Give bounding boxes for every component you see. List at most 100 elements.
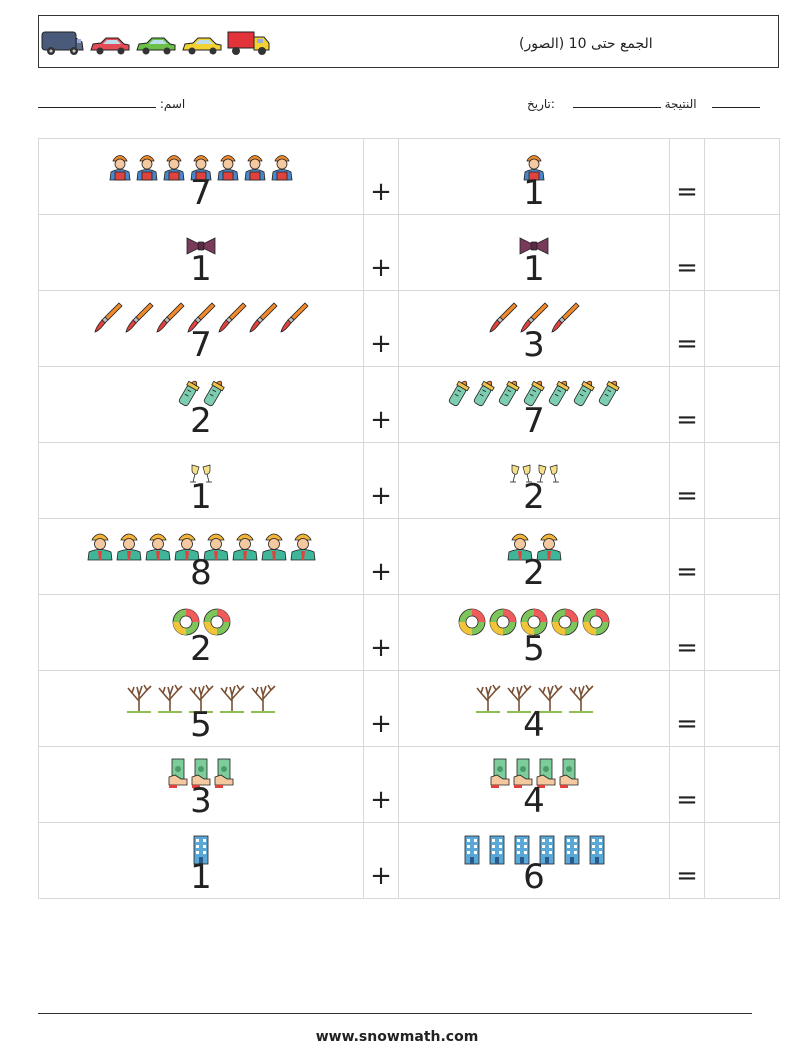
second-addend-cell: 6	[398, 822, 670, 899]
equals-cell: =	[669, 670, 705, 747]
answer-cell[interactable]	[704, 822, 780, 899]
equals-cell: =	[669, 442, 705, 519]
problem-row: 2 +5 =	[38, 594, 780, 671]
bare-tree-icon	[217, 681, 247, 713]
problem-row: 7 +3 =	[38, 290, 780, 367]
building-icon	[485, 833, 509, 865]
icon-group	[39, 831, 363, 865]
answer-cell[interactable]	[704, 746, 780, 823]
paintbrush-icon	[488, 301, 518, 333]
vehicle-strip	[41, 26, 271, 56]
equals-cell: =	[669, 290, 705, 367]
answer-cell[interactable]	[704, 290, 780, 367]
second-addend-cell: 4	[398, 746, 670, 823]
addend-number: 2	[190, 401, 212, 441]
worker-red-icon	[242, 151, 268, 181]
equals-cell-sign: =	[676, 861, 698, 891]
icon-group	[399, 299, 669, 333]
icon-group	[39, 603, 363, 637]
worker-teal-icon	[506, 529, 534, 561]
answer-cell[interactable]	[704, 366, 780, 443]
equals-cell-sign: =	[676, 253, 698, 283]
red-truck-icon	[227, 31, 270, 55]
date-label: :تاريخ	[527, 97, 555, 111]
plus-cell-sign: +	[370, 633, 392, 663]
addend-number: 2	[523, 477, 545, 517]
plus-cell-sign: +	[370, 785, 392, 815]
footer-divider	[38, 1013, 752, 1014]
plus-cell: +	[363, 138, 399, 215]
problem-row: 3 +4 =	[38, 746, 780, 823]
baby-bottle-icon	[472, 377, 496, 409]
equals-cell-sign: =	[676, 329, 698, 359]
bare-tree-icon	[504, 681, 534, 713]
plus-cell-sign: +	[370, 253, 392, 283]
first-addend-cell: 7	[38, 290, 364, 367]
worker-teal-icon	[86, 529, 114, 561]
equals-cell: =	[669, 822, 705, 899]
first-addend-cell: 3	[38, 746, 364, 823]
date-blank[interactable]	[712, 96, 761, 108]
worker-red-icon	[134, 151, 160, 181]
equals-cell-sign: =	[676, 481, 698, 511]
lifebuoy-icon	[457, 607, 487, 637]
worker-teal-icon	[535, 529, 563, 561]
worker-red-icon	[269, 151, 295, 181]
icon-group	[399, 603, 669, 637]
paintbrush-icon	[124, 301, 154, 333]
money-hand-icon	[167, 757, 189, 789]
plus-cell-sign: +	[370, 557, 392, 587]
building-icon	[585, 833, 609, 865]
second-addend-cell: 2	[398, 518, 670, 595]
worker-red-icon	[107, 151, 133, 181]
champagne-toast-icon	[535, 463, 561, 485]
baby-bottle-icon	[572, 377, 596, 409]
baby-bottle-icon	[597, 377, 621, 409]
building-icon	[460, 833, 484, 865]
plus-cell: +	[363, 290, 399, 367]
paintbrush-icon	[155, 301, 185, 333]
lifebuoy-icon	[171, 607, 201, 637]
answer-cell[interactable]	[704, 518, 780, 595]
answer-cell[interactable]	[704, 442, 780, 519]
building-icon	[560, 833, 584, 865]
icon-group	[39, 451, 363, 485]
plus-cell: +	[363, 442, 399, 519]
name-label: :اسم	[159, 97, 186, 111]
plus-cell: +	[363, 366, 399, 443]
equals-cell-sign: =	[676, 633, 698, 663]
plus-cell-sign: +	[370, 405, 392, 435]
worker-teal-icon	[144, 529, 172, 561]
equals-cell: =	[669, 138, 705, 215]
champagne-toast-icon	[188, 463, 214, 485]
score-blank[interactable]	[572, 96, 661, 108]
addend-number: 5	[190, 705, 212, 745]
footer-url: www.snowmath.com	[315, 1029, 479, 1045]
worker-red-icon	[188, 151, 214, 181]
answer-cell[interactable]	[704, 670, 780, 747]
icon-group	[399, 375, 669, 409]
answer-cell[interactable]	[704, 594, 780, 671]
addend-number: 1	[523, 173, 545, 213]
name-blank[interactable]	[38, 96, 156, 108]
lifebuoy-icon	[519, 607, 549, 637]
addend-number: 5	[523, 629, 545, 669]
plus-cell-sign: +	[370, 177, 392, 207]
worker-red-icon	[161, 151, 187, 181]
answer-cell[interactable]	[704, 214, 780, 291]
second-addend-cell: 1	[398, 214, 670, 291]
worker-teal-icon	[231, 529, 259, 561]
plus-cell-sign: +	[370, 329, 392, 359]
bow-tie-icon	[518, 235, 550, 257]
money-hand-icon	[535, 757, 557, 789]
answer-cell[interactable]	[704, 138, 780, 215]
bare-tree-icon	[124, 681, 154, 713]
equals-cell-sign: =	[676, 405, 698, 435]
worker-red-icon	[215, 151, 241, 181]
problem-row: 2 +7 =	[38, 366, 780, 443]
icon-group	[399, 679, 669, 713]
equals-cell-sign: =	[676, 557, 698, 587]
second-addend-cell: 4	[398, 670, 670, 747]
name-field: :اسم	[38, 96, 185, 111]
icon-group	[399, 527, 669, 561]
